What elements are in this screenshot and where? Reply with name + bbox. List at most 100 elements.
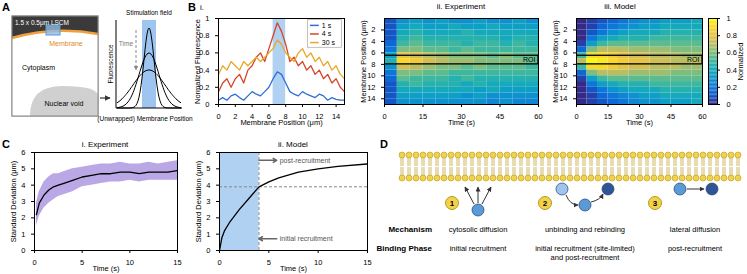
svg-text:45: 45 bbox=[667, 112, 675, 121]
svg-text:3: 3 bbox=[653, 199, 658, 208]
svg-text:Time (s): Time (s) bbox=[280, 264, 308, 273]
svg-text:14: 14 bbox=[559, 94, 567, 103]
svg-text:post-recruitment: post-recruitment bbox=[668, 244, 723, 253]
svg-text:4: 4 bbox=[371, 37, 375, 46]
svg-text:0.8: 0.8 bbox=[727, 31, 737, 40]
svg-text:1: 1 bbox=[727, 14, 731, 23]
svg-text:4: 4 bbox=[21, 181, 25, 190]
svg-text:14: 14 bbox=[332, 112, 340, 121]
svg-text:(Unwrapped) Membrane Position: (Unwrapped) Membrane Position bbox=[97, 115, 193, 123]
svg-text:A: A bbox=[2, 1, 10, 13]
svg-text:Time (s): Time (s) bbox=[626, 118, 654, 127]
svg-text:Binding Phase: Binding Phase bbox=[376, 244, 432, 253]
svg-text:i.: i. bbox=[200, 3, 204, 12]
svg-text:0: 0 bbox=[206, 246, 210, 255]
svg-text:initial recruitment: initial recruitment bbox=[450, 244, 508, 253]
svg-text:6: 6 bbox=[371, 48, 375, 57]
svg-text:3: 3 bbox=[21, 197, 25, 206]
svg-text:5: 5 bbox=[21, 164, 25, 173]
svg-text:12: 12 bbox=[559, 83, 567, 92]
svg-text:30 s: 30 s bbox=[322, 39, 336, 46]
svg-text:i. Experiment: i. Experiment bbox=[82, 140, 129, 149]
svg-text:unbinding and rebinding: unbinding and rebinding bbox=[545, 225, 625, 234]
svg-text:B: B bbox=[188, 1, 196, 13]
svg-text:Cytoplasm: Cytoplasm bbox=[22, 64, 55, 72]
svg-text:Mechanism: Mechanism bbox=[388, 225, 432, 234]
svg-text:4 s: 4 s bbox=[322, 30, 332, 37]
svg-text:5: 5 bbox=[80, 258, 84, 267]
svg-text:4: 4 bbox=[206, 181, 210, 190]
svg-text:14: 14 bbox=[367, 94, 375, 103]
svg-text:Membrane Position (μm): Membrane Position (μm) bbox=[240, 118, 323, 127]
svg-text:15: 15 bbox=[363, 258, 371, 267]
svg-text:Membrane Position (μm): Membrane Position (μm) bbox=[551, 20, 560, 103]
svg-text:15: 15 bbox=[604, 112, 612, 121]
svg-text:Fluorescence: Fluorescence bbox=[107, 44, 114, 83]
svg-text:10: 10 bbox=[559, 71, 567, 80]
svg-text:10: 10 bbox=[126, 258, 134, 267]
svg-text:6: 6 bbox=[563, 48, 567, 57]
svg-text:0: 0 bbox=[205, 100, 209, 109]
svg-text:ROI: ROI bbox=[687, 56, 700, 63]
svg-text:2: 2 bbox=[233, 112, 237, 121]
svg-text:0: 0 bbox=[382, 112, 386, 121]
svg-text:ROI: ROI bbox=[523, 56, 536, 63]
svg-text:Nuclear void: Nuclear void bbox=[45, 100, 84, 107]
svg-text:1: 1 bbox=[450, 199, 455, 208]
svg-text:15: 15 bbox=[173, 258, 181, 267]
svg-text:cytosolic diffusion: cytosolic diffusion bbox=[449, 225, 508, 234]
svg-text:6: 6 bbox=[206, 148, 210, 157]
svg-text:0: 0 bbox=[217, 258, 221, 267]
svg-text:Time (s): Time (s) bbox=[448, 118, 476, 127]
svg-text:initial recruitment: initial recruitment bbox=[280, 235, 333, 242]
svg-text:lateral diffusion: lateral diffusion bbox=[670, 225, 720, 234]
svg-text:D: D bbox=[380, 138, 388, 150]
svg-text:45: 45 bbox=[496, 112, 504, 121]
svg-text:ii. Experiment: ii. Experiment bbox=[437, 2, 486, 11]
svg-text:Membrane Position (μm): Membrane Position (μm) bbox=[359, 20, 368, 103]
svg-text:1: 1 bbox=[205, 14, 209, 23]
svg-text:0: 0 bbox=[216, 112, 220, 121]
svg-text:Normalized: Normalized bbox=[736, 43, 745, 81]
svg-text:C: C bbox=[2, 138, 10, 150]
svg-text:10: 10 bbox=[314, 258, 322, 267]
svg-text:2: 2 bbox=[21, 213, 25, 222]
svg-text:2: 2 bbox=[371, 25, 375, 34]
svg-text:15: 15 bbox=[419, 112, 427, 121]
svg-text:60: 60 bbox=[698, 112, 706, 121]
svg-text:2: 2 bbox=[563, 25, 567, 34]
svg-text:Standard Deviation (μm): Standard Deviation (μm) bbox=[9, 160, 18, 242]
svg-text:and post-recruitment: and post-recruitment bbox=[551, 253, 621, 262]
svg-text:5: 5 bbox=[206, 164, 210, 173]
svg-text:8: 8 bbox=[563, 60, 567, 69]
svg-text:Stimulation field: Stimulation field bbox=[126, 9, 172, 16]
svg-text:1: 1 bbox=[21, 230, 25, 239]
svg-text:10: 10 bbox=[367, 71, 375, 80]
svg-text:initial recruitment (site-limi: initial recruitment (site-limited) bbox=[535, 244, 635, 253]
svg-text:12: 12 bbox=[367, 83, 375, 92]
svg-text:3: 3 bbox=[206, 197, 210, 206]
svg-text:Membrane: Membrane bbox=[49, 40, 83, 47]
svg-text:8: 8 bbox=[371, 60, 375, 69]
svg-text:0: 0 bbox=[21, 246, 25, 255]
svg-text:Time: Time bbox=[119, 40, 134, 47]
svg-text:4: 4 bbox=[563, 37, 567, 46]
svg-text:2: 2 bbox=[543, 199, 548, 208]
svg-text:0: 0 bbox=[32, 258, 36, 267]
svg-text:Standard Deviation (μm): Standard Deviation (μm) bbox=[194, 160, 203, 242]
svg-text:5: 5 bbox=[267, 258, 271, 267]
svg-text:post-recruitment: post-recruitment bbox=[280, 157, 331, 165]
svg-text:0: 0 bbox=[727, 100, 731, 109]
svg-text:1: 1 bbox=[206, 230, 210, 239]
svg-text:Time (s): Time (s) bbox=[92, 264, 120, 273]
svg-text:iii. Model: iii. Model bbox=[604, 2, 636, 11]
svg-text:60: 60 bbox=[534, 112, 542, 121]
svg-text:2: 2 bbox=[206, 213, 210, 222]
svg-text:1.5 x 0.5μm LSCM: 1.5 x 0.5μm LSCM bbox=[15, 19, 69, 27]
svg-text:0.2: 0.2 bbox=[727, 83, 737, 92]
svg-text:ii. Model: ii. Model bbox=[278, 140, 308, 149]
svg-text:0: 0 bbox=[574, 112, 578, 121]
svg-text:1 s: 1 s bbox=[322, 22, 332, 29]
svg-text:6: 6 bbox=[21, 148, 25, 157]
svg-text:Normalized Fluorescence: Normalized Fluorescence bbox=[193, 19, 202, 104]
